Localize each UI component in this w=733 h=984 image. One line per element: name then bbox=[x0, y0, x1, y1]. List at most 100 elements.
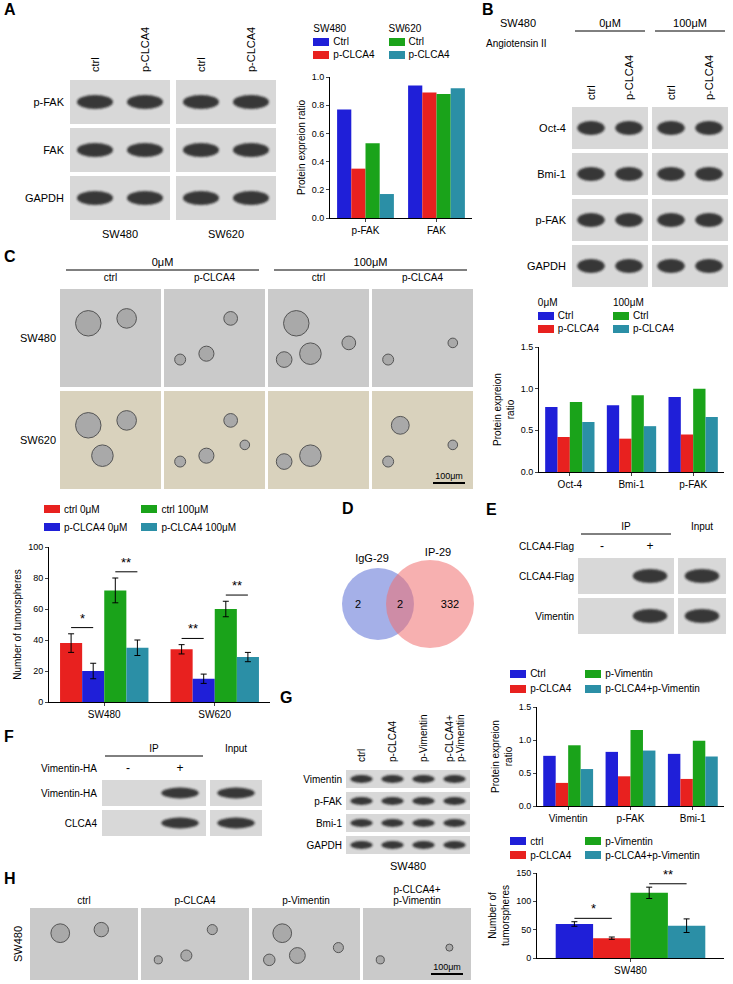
svg-text:p-CLCA4: p-CLCA4 bbox=[387, 720, 398, 762]
svg-text:Vimentin: Vimentin bbox=[303, 774, 342, 785]
svg-text:SW480: SW480 bbox=[12, 926, 24, 962]
svg-text:FAK: FAK bbox=[427, 225, 446, 236]
svg-text:Oct-4: Oct-4 bbox=[558, 479, 583, 490]
svg-text:ctrl: ctrl bbox=[356, 749, 367, 762]
svg-text:ctrl: ctrl bbox=[104, 272, 117, 283]
svg-text:Vimentin: Vimentin bbox=[535, 611, 574, 622]
svg-text:SW480: SW480 bbox=[500, 17, 536, 29]
svg-text:*: * bbox=[591, 901, 596, 916]
svg-text:p-CLCA4: p-CLCA4 bbox=[139, 27, 151, 72]
svg-text:FAK: FAK bbox=[43, 144, 64, 156]
svg-text:E: E bbox=[486, 501, 497, 518]
svg-text:p-CLCA4: p-CLCA4 bbox=[703, 55, 715, 100]
svg-text:0μM: 0μM bbox=[599, 17, 621, 29]
svg-text:0.0: 0.0 bbox=[312, 213, 325, 223]
svg-text:**: ** bbox=[232, 578, 242, 593]
svg-text:ctrl: ctrl bbox=[312, 272, 325, 283]
svg-text:F: F bbox=[4, 728, 14, 745]
svg-text:+: + bbox=[176, 761, 183, 775]
svg-text:0.5: 0.5 bbox=[519, 768, 532, 778]
svg-text:Bmi-1: Bmi-1 bbox=[618, 479, 645, 490]
svg-text:CLCA4-Flag: CLCA4-Flag bbox=[519, 541, 574, 552]
svg-text:Bmi-1: Bmi-1 bbox=[680, 813, 707, 824]
svg-text:p-FAK: p-FAK bbox=[679, 479, 707, 490]
svg-text:GAPDH: GAPDH bbox=[306, 840, 342, 851]
svg-text:**: ** bbox=[121, 555, 131, 570]
svg-text:C: C bbox=[4, 248, 16, 265]
svg-text:p-CLCA4: p-CLCA4 bbox=[623, 55, 635, 100]
svg-text:p-FAK: p-FAK bbox=[314, 796, 342, 807]
svg-text:0: 0 bbox=[526, 953, 531, 963]
svg-text:ctrl: ctrl bbox=[195, 57, 207, 72]
svg-text:100μM: 100μM bbox=[673, 17, 707, 29]
svg-text:p-CLCA4: p-CLCA4 bbox=[245, 27, 257, 72]
svg-text:1.5: 1.5 bbox=[519, 702, 532, 712]
svg-text:SW620: SW620 bbox=[208, 228, 244, 240]
svg-text:p-CLCA4+: p-CLCA4+ bbox=[394, 884, 441, 895]
svg-text:1.0: 1.0 bbox=[521, 384, 534, 394]
svg-text:SW620: SW620 bbox=[20, 434, 56, 446]
svg-text:p-Vimentin: p-Vimentin bbox=[418, 714, 429, 762]
svg-text:p-FAK: p-FAK bbox=[535, 214, 566, 226]
svg-text:150: 150 bbox=[516, 868, 531, 878]
svg-text:SW480: SW480 bbox=[102, 228, 138, 240]
svg-text:p-CLCA4: p-CLCA4 bbox=[194, 272, 236, 283]
svg-text:IP: IP bbox=[621, 521, 631, 532]
svg-text:100μm: 100μm bbox=[435, 471, 463, 481]
svg-text:0.2: 0.2 bbox=[312, 185, 325, 195]
svg-text:ctrl: ctrl bbox=[77, 895, 90, 906]
svg-text:1.0: 1.0 bbox=[312, 72, 325, 82]
svg-text:SW480: SW480 bbox=[614, 965, 647, 976]
svg-text:**: ** bbox=[188, 621, 198, 636]
svg-text:0.6: 0.6 bbox=[312, 129, 325, 139]
svg-text:p-CLCA4: p-CLCA4 bbox=[402, 272, 444, 283]
svg-text:p-FAK: p-FAK bbox=[33, 96, 64, 108]
svg-text:-: - bbox=[126, 761, 130, 775]
svg-text:Vimentin: Vimentin bbox=[549, 813, 588, 824]
svg-text:IP: IP bbox=[149, 743, 159, 754]
svg-text:p-Vimentin: p-Vimentin bbox=[282, 895, 330, 906]
svg-text:p-CLCA4: p-CLCA4 bbox=[174, 895, 216, 906]
svg-text:0.4: 0.4 bbox=[312, 157, 325, 167]
svg-text:50: 50 bbox=[521, 925, 531, 935]
svg-text:0.0: 0.0 bbox=[521, 467, 534, 477]
svg-text:40: 40 bbox=[33, 635, 43, 645]
svg-text:B: B bbox=[482, 1, 494, 18]
svg-text:*: * bbox=[80, 611, 85, 626]
svg-text:Input: Input bbox=[225, 743, 247, 754]
svg-text:GAPDH: GAPDH bbox=[527, 260, 566, 272]
svg-text:Vimentin-HA: Vimentin-HA bbox=[41, 763, 97, 774]
svg-text:p-Vimentin: p-Vimentin bbox=[455, 714, 466, 762]
svg-text:Protein expreionratio: Protein expreionratio bbox=[490, 720, 514, 793]
svg-text:332: 332 bbox=[441, 598, 459, 610]
svg-text:**: ** bbox=[663, 867, 673, 882]
svg-text:0.5: 0.5 bbox=[521, 425, 534, 435]
svg-text:0.0: 0.0 bbox=[519, 801, 532, 811]
svg-text:IgG-29: IgG-29 bbox=[355, 552, 389, 564]
svg-text:100: 100 bbox=[28, 542, 43, 552]
svg-text:+: + bbox=[646, 539, 653, 553]
svg-text:1.5: 1.5 bbox=[521, 342, 534, 352]
svg-text:Protein expreion ratio: Protein expreion ratio bbox=[296, 100, 307, 195]
svg-text:2: 2 bbox=[397, 598, 403, 610]
svg-text:Bmi-1: Bmi-1 bbox=[537, 168, 566, 180]
svg-text:Protein expreionratio: Protein expreionratio bbox=[492, 373, 516, 446]
svg-text:Input: Input bbox=[691, 521, 713, 532]
svg-text:Bmi-1: Bmi-1 bbox=[316, 818, 343, 829]
svg-text:0.8: 0.8 bbox=[312, 100, 325, 110]
svg-text:ctrl: ctrl bbox=[585, 85, 597, 100]
svg-text:G: G bbox=[280, 689, 292, 706]
svg-text:SW480: SW480 bbox=[88, 709, 121, 720]
svg-text:p-CLCA4+: p-CLCA4+ bbox=[444, 715, 455, 762]
svg-text:Angiotensin II: Angiotensin II bbox=[486, 38, 547, 49]
svg-text:ctrl: ctrl bbox=[89, 57, 101, 72]
svg-text:60: 60 bbox=[33, 604, 43, 614]
svg-text:100μM: 100μM bbox=[354, 256, 388, 268]
svg-text:ctrl: ctrl bbox=[665, 85, 677, 100]
svg-text:SW480: SW480 bbox=[20, 332, 56, 344]
svg-text:SW480: SW480 bbox=[390, 860, 426, 872]
svg-text:1.0: 1.0 bbox=[519, 735, 532, 745]
svg-text:20: 20 bbox=[33, 666, 43, 676]
svg-text:0μM: 0μM bbox=[152, 256, 174, 268]
svg-text:A: A bbox=[4, 1, 16, 18]
